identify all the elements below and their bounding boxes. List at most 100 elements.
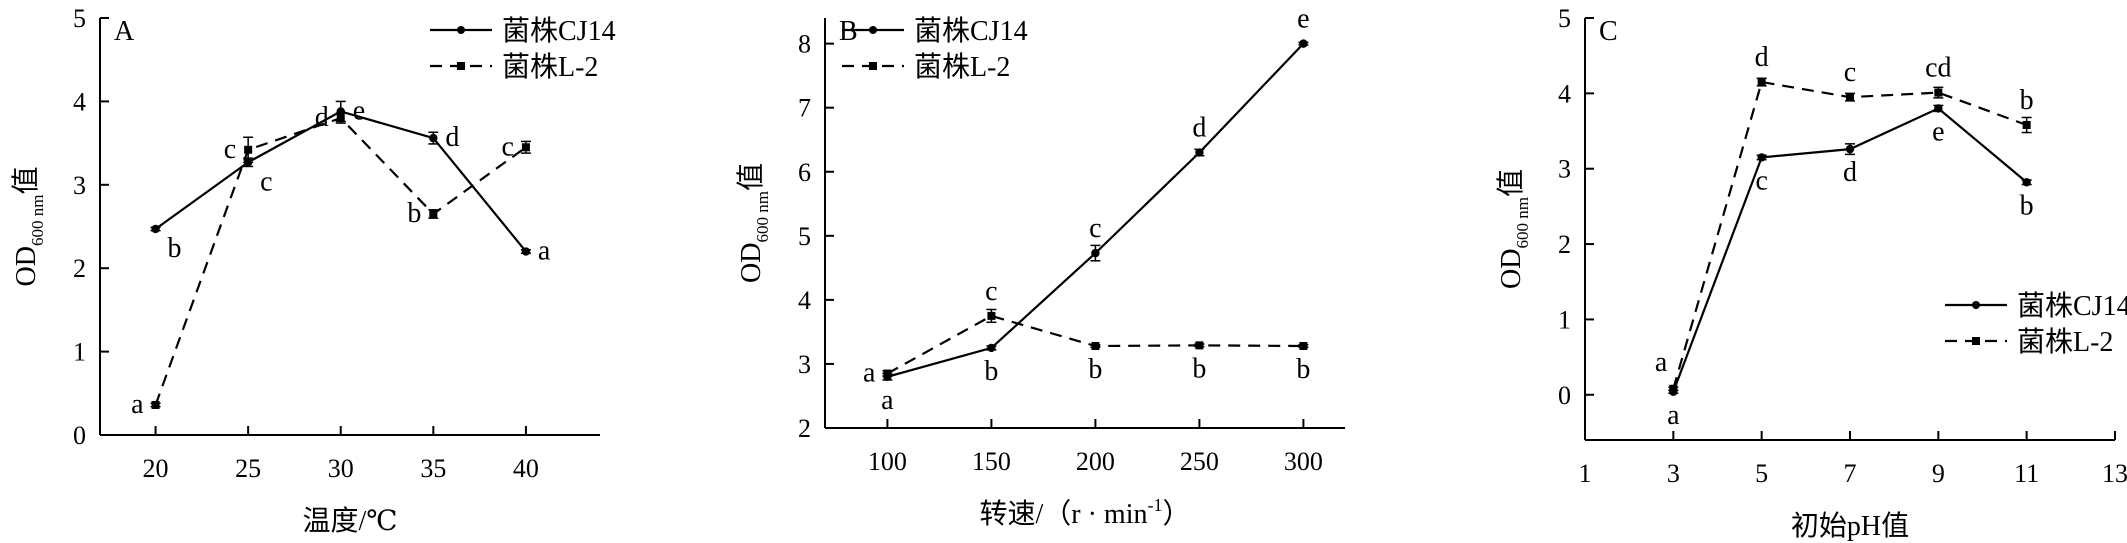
significance-label: c	[501, 131, 513, 162]
y-axis-title-sub: 600 nm	[28, 195, 47, 246]
y-axis-title: OD600 nm值	[735, 163, 772, 283]
legend: 菌株CJ14 菌株L-2	[1945, 290, 2127, 358]
panel-label: C	[1599, 16, 1618, 47]
significance-label: d	[1192, 113, 1206, 144]
x-tick-label: 5	[1755, 459, 1768, 488]
y-tick-label: 7	[798, 94, 811, 123]
data-point	[1091, 342, 1100, 350]
legend-label: 菌株CJ14	[502, 15, 616, 47]
x-axis-title-main: 转速/（r · min	[979, 498, 1147, 530]
significance-label: b	[984, 356, 998, 387]
significance-label: c	[260, 166, 272, 197]
x-tick-label: 300	[1284, 447, 1323, 476]
y-axis-title-main: OD	[736, 243, 767, 283]
x-tick-label: 200	[1076, 447, 1115, 476]
x-tick-label: 7	[1844, 459, 1857, 488]
data-point	[244, 145, 253, 154]
legend-marker	[1972, 301, 1980, 309]
data-point	[1091, 248, 1100, 258]
significance-label: d	[445, 122, 459, 153]
y-axis-title-main: OD	[11, 246, 42, 286]
y-axis-title-suffix: 值	[735, 163, 767, 191]
y-tick-label: 8	[798, 30, 811, 59]
series-line	[887, 42, 1305, 378]
significance-label: c	[224, 134, 236, 165]
y-axis-title-suffix: 值	[1495, 169, 1527, 197]
data-point	[2022, 121, 2031, 130]
legend: 菌株CJ14 菌株L-2	[842, 15, 1028, 83]
data-point	[1757, 153, 1766, 162]
significance-label: a	[1667, 400, 1680, 431]
significance-label: e	[1297, 4, 1309, 35]
x-tick-label: 30	[328, 454, 354, 483]
y-axis-title-sub: 600 nm	[753, 191, 772, 242]
data-point	[429, 209, 438, 218]
y-axis-title-main: OD	[1496, 249, 1527, 289]
x-tick-label: 250	[1180, 447, 1219, 476]
y-tick-label: 3	[73, 171, 86, 200]
series-1: a c b b b	[863, 276, 1310, 389]
significance-label: cd	[1925, 53, 1951, 84]
series-0: a c d e b	[1667, 104, 2034, 431]
data-point	[1934, 88, 1943, 97]
significance-label: b	[168, 233, 182, 264]
data-point	[987, 311, 996, 320]
significance-label: b	[407, 198, 421, 229]
legend-marker	[457, 62, 465, 70]
data-point	[151, 400, 160, 409]
x-tick-label: 3	[1667, 459, 1680, 488]
y-tick-label: 5	[73, 4, 86, 33]
significance-label: e	[1932, 116, 1944, 147]
legend-marker	[869, 62, 877, 70]
y-axis-title-sub: 600 nm	[1513, 197, 1532, 248]
y-tick-label: 3	[1558, 155, 1571, 184]
x-tick-label: 25	[235, 454, 261, 483]
legend-marker	[869, 26, 877, 34]
data-point	[1299, 342, 1308, 350]
x-tick-label: 100	[868, 447, 907, 476]
legend-label: 菌株L-2	[914, 51, 1010, 83]
y-axis-title: OD600 nm值	[1495, 169, 1532, 289]
x-tick-label: 13	[2102, 459, 2127, 488]
significance-label: b	[1192, 353, 1206, 384]
data-point	[429, 133, 438, 143]
legend-label: 菌株L-2	[502, 51, 598, 83]
significance-label: b	[1088, 354, 1102, 385]
series-line	[154, 116, 527, 406]
panel-label: A	[114, 16, 135, 47]
y-tick-label: 5	[798, 222, 811, 251]
y-tick-label: 0	[73, 421, 86, 450]
significance-label: b	[2020, 190, 2034, 221]
y-tick-label: 3	[798, 350, 811, 379]
data-point	[1195, 341, 1204, 350]
data-point	[151, 224, 160, 234]
legend-marker	[1972, 337, 1980, 345]
data-point	[1757, 78, 1766, 87]
y-tick-label: 6	[798, 158, 811, 187]
significance-label: b	[2020, 85, 2034, 116]
y-tick-label: 5	[1558, 4, 1571, 33]
data-point	[2022, 178, 2031, 187]
chart-1: 2 3 4 5 6 7 8 100 150 200 250 300 B 转速/（r · min-1） OD6…	[735, 4, 1345, 530]
data-point	[987, 343, 996, 353]
significance-label: a	[131, 389, 144, 420]
data-point	[1845, 144, 1855, 154]
significance-label: b	[1296, 354, 1310, 385]
x-axis-title: 温度/℃	[302, 505, 397, 537]
y-tick-label: 0	[1558, 381, 1571, 410]
significance-label: c	[985, 276, 997, 307]
y-tick-label: 4	[798, 286, 811, 315]
panel-label: B	[839, 16, 858, 47]
x-tick-label: 9	[1932, 459, 1945, 488]
data-point	[521, 143, 530, 152]
significance-label: d	[1843, 157, 1857, 188]
x-tick-label: 1	[1579, 459, 1592, 488]
y-tick-label: 1	[1558, 305, 1571, 334]
legend-marker	[457, 26, 465, 34]
data-point	[883, 369, 892, 378]
significance-label: e	[353, 95, 365, 126]
legend-label: 菌株CJ14	[2017, 290, 2127, 322]
y-tick-label: 1	[73, 338, 86, 367]
